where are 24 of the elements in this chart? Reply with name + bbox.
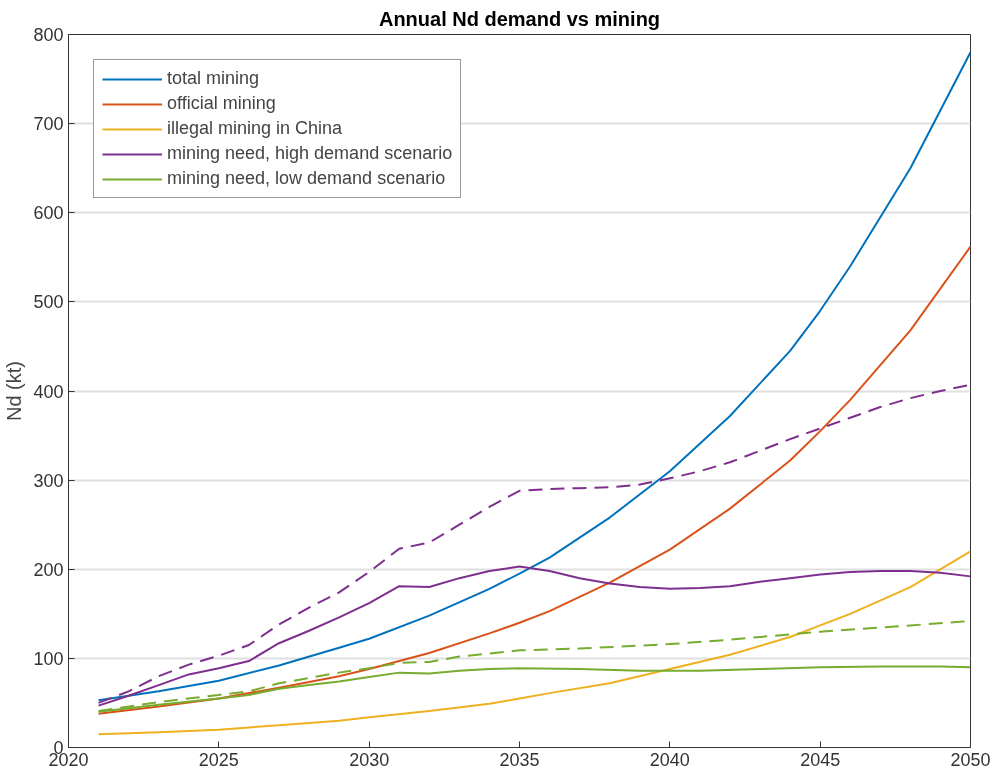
legend-label: official mining [167, 93, 276, 114]
y-tick-label: 600 [33, 203, 64, 224]
line-series [97, 245, 971, 715]
legend-label: mining need, low demand scenario [167, 168, 446, 189]
legend-label: mining need, high demand scenario [167, 143, 453, 164]
y-tick-label: 500 [33, 292, 64, 313]
x-tick-label: 2045 [800, 749, 841, 770]
x-tick-label: 2025 [198, 749, 239, 770]
legend-label: illegal mining in China [167, 118, 343, 139]
y-tick-label: 700 [33, 114, 64, 135]
y-tick-label: 200 [33, 559, 64, 580]
y-axis-title: Nd (kt) [3, 361, 26, 421]
legend-label: total mining [167, 68, 260, 89]
y-tick-label: 100 [33, 648, 64, 669]
chart-title: Annual Nd demand vs mining [378, 7, 661, 30]
line-series [97, 550, 971, 736]
x-tick-label: 2030 [349, 749, 390, 770]
x-tick-label: 2040 [649, 749, 690, 770]
y-tick-label: 800 [33, 25, 64, 45]
line-series [97, 51, 971, 702]
x-tick-label: 2050 [950, 749, 991, 770]
x-tick-label: 2035 [499, 749, 540, 770]
y-tick-label: 400 [33, 381, 64, 402]
y-tick-label: 300 [33, 470, 64, 491]
